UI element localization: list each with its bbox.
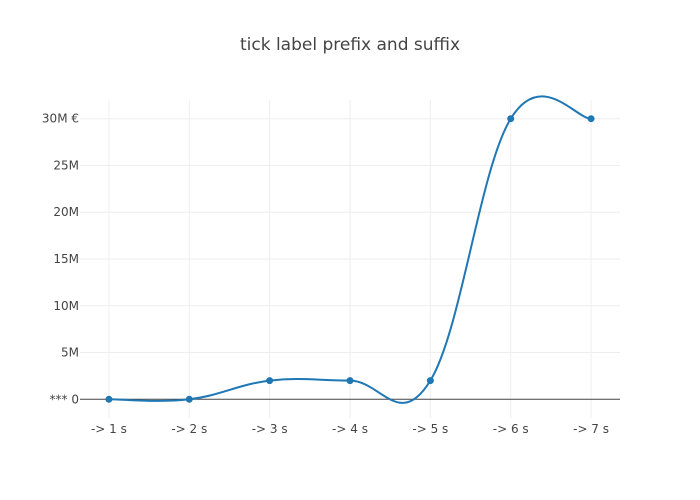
series-layer [105, 95, 595, 404]
x-tick-label: -> 6 s [493, 422, 529, 436]
gridlines [80, 100, 620, 418]
data-point [346, 377, 354, 385]
data-point [185, 395, 193, 403]
x-tick-label: -> 5 s [412, 422, 448, 436]
x-tick-label: -> 1 s [91, 422, 127, 436]
y-tick-label: 5M [61, 346, 79, 360]
x-tick-label: -> 2 s [171, 422, 207, 436]
y-tick-label: *** 0 [50, 392, 79, 406]
chart-title: tick label prefix and suffix [240, 35, 460, 55]
data-point [266, 377, 274, 385]
data-point [426, 377, 434, 385]
y-tick-label: 20M [53, 205, 79, 219]
data-point [105, 395, 113, 403]
y-tick-label: 25M [53, 158, 79, 172]
x-tick-label: -> 7 s [573, 422, 609, 436]
y-tick-label: 10M [53, 299, 79, 313]
data-point [507, 115, 515, 123]
y-tick-label: 30M € [42, 112, 79, 126]
x-tick-label: -> 3 s [252, 422, 288, 436]
x-tick-label: -> 4 s [332, 422, 368, 436]
data-point [587, 115, 595, 123]
y-tick-label: 15M [53, 252, 79, 266]
tick-labels: -> 1 s -> 2 s -> 3 s -> 4 s -> 5 s -> 6 s -> 7… [42, 112, 609, 436]
